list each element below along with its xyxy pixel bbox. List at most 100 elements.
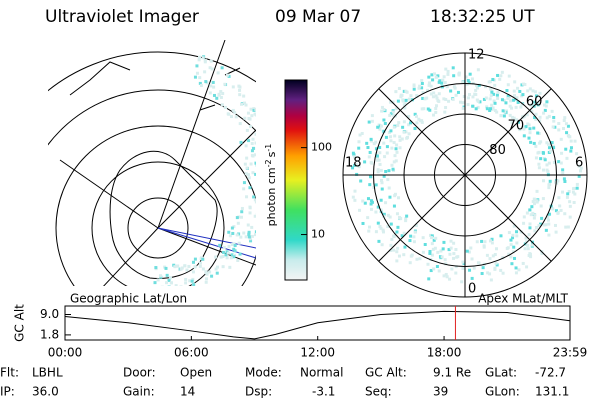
emission-pixel [525, 265, 529, 269]
emission-pixel [385, 151, 389, 155]
emission-pixel [568, 135, 572, 139]
emission-pixel [547, 233, 551, 237]
emission-pixel [219, 255, 223, 259]
emission-pixel [495, 247, 499, 251]
emission-pixel [458, 100, 462, 104]
emission-pixel [249, 125, 253, 129]
emission-pixel [164, 266, 168, 270]
emission-pixel [165, 273, 169, 277]
emission-pixel [500, 70, 504, 74]
emission-pixel [389, 129, 393, 133]
emission-pixel [420, 86, 424, 90]
emission-pixel [506, 94, 510, 98]
emission-pixel [441, 247, 445, 251]
emission-pixel [507, 74, 511, 78]
emission-pixel [556, 211, 560, 215]
emission-pixel [535, 199, 539, 203]
emission-pixel [209, 84, 213, 88]
emission-pixel [534, 144, 538, 148]
emission-pixel [545, 100, 549, 104]
emission-pixel [500, 98, 504, 102]
emission-pixel [201, 267, 205, 271]
x-tick-label: 18:00 [427, 346, 462, 360]
emission-pixel [191, 270, 195, 274]
emission-pixel [254, 113, 256, 117]
emission-pixel [220, 103, 224, 107]
emission-pixel [559, 137, 563, 141]
emission-pixel [427, 83, 431, 87]
emission-pixel [528, 226, 532, 230]
emission-pixel [489, 278, 493, 282]
emission-pixel [449, 89, 453, 93]
emission-pixel [521, 261, 525, 265]
emission-pixel [548, 179, 552, 183]
emission-pixel [531, 89, 535, 93]
emission-pixel [562, 119, 566, 123]
emission-pixel [376, 125, 380, 129]
emission-pixel [366, 216, 370, 220]
emission-pixel [389, 222, 393, 226]
colorbar [284, 79, 308, 281]
emission-pixel [387, 186, 391, 190]
emission-pixel [238, 88, 242, 92]
emission-pixel [381, 228, 385, 232]
emission-pixel [358, 133, 362, 137]
emission-pixel [489, 107, 493, 111]
emission-pixel [559, 208, 563, 212]
emission-pixel [395, 230, 399, 234]
emission-pixel [572, 186, 576, 190]
emission-pixel [372, 142, 376, 146]
emission-pixel [527, 233, 531, 237]
emission-pixel [187, 287, 190, 290]
emission-pixel [495, 263, 499, 267]
emission-pixel [399, 216, 403, 220]
field-value: 14 [180, 385, 195, 399]
emission-pixel [409, 234, 413, 238]
emission-pixel [351, 166, 355, 170]
emission-pixel [183, 264, 187, 268]
emission-pixel [388, 100, 392, 104]
emission-pixel [246, 173, 250, 177]
emission-pixel [391, 100, 395, 104]
emission-pixel [488, 80, 492, 84]
emission-pixel [228, 234, 232, 238]
emission-pixel [482, 245, 486, 249]
emission-pixel [179, 285, 183, 286]
emission-pixel [545, 141, 549, 145]
emission-pixel [397, 254, 401, 258]
emission-pixel [363, 201, 367, 205]
emission-pixel [385, 145, 389, 149]
emission-pixel [388, 215, 392, 219]
emission-pixel [388, 113, 392, 117]
emission-pixel [260, 209, 263, 212]
field-value: Normal [300, 366, 343, 380]
emission-pixel [444, 67, 448, 71]
emission-pixel [457, 73, 461, 77]
emission-pixel [534, 226, 538, 230]
emission-pixel [378, 127, 382, 131]
emission-pixel [525, 113, 529, 117]
emission-pixel [255, 194, 256, 198]
emission-pixel [393, 134, 397, 138]
emission-pixel [493, 267, 497, 271]
emission-pixel [402, 253, 406, 257]
emission-pixel [250, 142, 254, 146]
emission-pixel [527, 123, 531, 127]
emission-pixel [259, 198, 262, 201]
emission-pixel [448, 252, 452, 256]
emission-pixel [443, 110, 447, 114]
colorbar-label: photon cm-2 s-1 [264, 144, 279, 227]
emission-pixel [233, 111, 237, 115]
emission-pixel [437, 80, 441, 84]
emission-pixel [260, 211, 263, 214]
emission-pixel [480, 272, 484, 276]
emission-pixel [508, 104, 512, 108]
emission-pixel [382, 174, 386, 178]
emission-pixel [450, 267, 454, 271]
emission-pixel [561, 168, 565, 172]
emission-pixel [557, 196, 561, 200]
emission-pixel [197, 58, 201, 62]
emission-pixel [230, 253, 234, 257]
emission-pixel [390, 237, 394, 241]
emission-pixel [392, 160, 396, 164]
